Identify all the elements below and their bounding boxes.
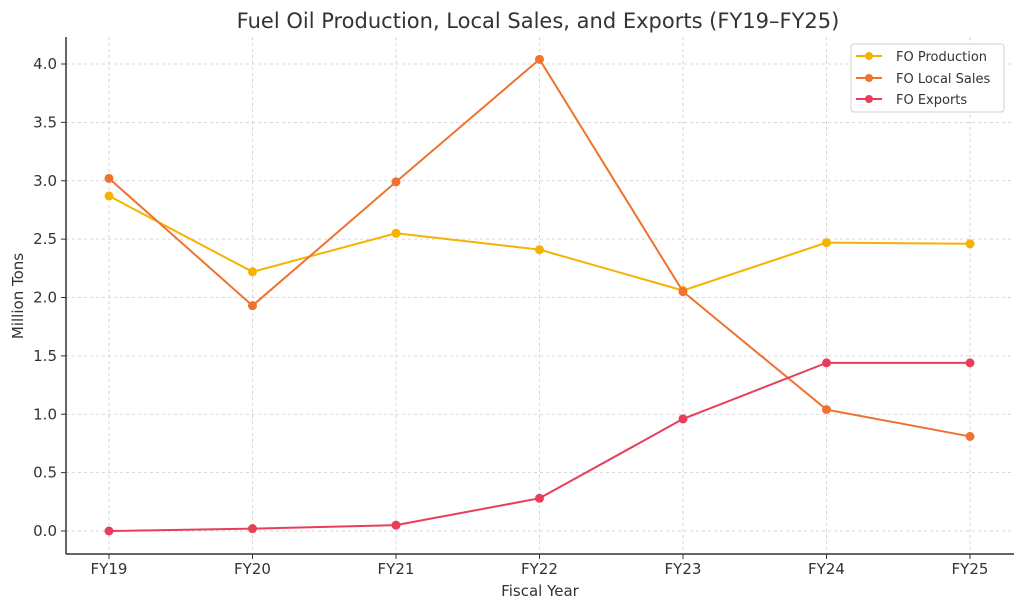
y-tick-label: 1.0	[33, 405, 57, 423]
legend-marker	[865, 52, 873, 60]
x-ticks: FY19 FY20 FY21 FY22 FY23 FY24 FY25	[91, 554, 989, 578]
data-point	[535, 245, 544, 255]
series-fo-exports	[104, 358, 975, 536]
x-tick-label: FY22	[521, 560, 558, 578]
x-axis-label: Fiscal Year	[501, 582, 579, 600]
legend-label: FO Exports	[896, 93, 967, 108]
data-point	[822, 358, 831, 368]
x-tick-label: FY19	[91, 560, 128, 578]
data-point	[391, 228, 401, 238]
data-point	[678, 414, 688, 424]
legend-item-local-sales: FO Local Sales	[856, 72, 990, 87]
x-tick-label: FY23	[665, 560, 702, 578]
y-tick-label: 4.0	[33, 55, 57, 73]
y-tick-label: 1.5	[33, 347, 57, 365]
y-tick-label: 2.5	[33, 230, 57, 248]
data-point	[822, 238, 831, 248]
y-tick-label: 2.0	[33, 289, 57, 307]
data-point	[391, 520, 401, 530]
data-point	[248, 301, 257, 311]
data-point	[104, 191, 114, 201]
y-tick-label: 3.0	[33, 172, 57, 190]
series-group	[104, 54, 975, 536]
data-point	[535, 493, 544, 503]
y-tick-label: 0.0	[33, 522, 57, 540]
data-point	[248, 524, 257, 534]
data-point	[822, 405, 831, 415]
legend: FO Production FO Local Sales FO Exports	[850, 43, 1005, 113]
x-tick-label: FY21	[378, 560, 415, 578]
data-point	[678, 287, 688, 297]
data-point	[104, 526, 114, 536]
data-point	[391, 177, 401, 187]
data-point	[104, 173, 114, 183]
legend-label: FO Production	[896, 50, 987, 65]
data-point	[248, 267, 257, 277]
chart-title: Fuel Oil Production, Local Sales, and Ex…	[237, 9, 840, 33]
grid	[66, 37, 1014, 554]
legend-label: FO Local Sales	[896, 72, 990, 87]
legend-marker	[865, 95, 873, 103]
data-point	[965, 431, 975, 441]
y-axis-label: Million Tons	[9, 253, 27, 339]
legend-item-production: FO Production	[856, 50, 987, 65]
y-tick-label: 3.5	[33, 113, 57, 131]
y-ticks: 0.0 0.5 1.0 1.5 2.0 2.5 3.0 3.5 4.0	[33, 55, 66, 540]
axes	[65, 37, 1014, 555]
data-point	[965, 239, 975, 249]
data-point	[535, 54, 544, 64]
y-tick-label: 0.5	[33, 464, 57, 482]
legend-box	[850, 43, 1005, 113]
x-tick-label: FY20	[234, 560, 271, 578]
series-fo-local-sales	[104, 54, 975, 441]
x-tick-label: FY24	[808, 560, 845, 578]
legend-marker	[865, 74, 873, 82]
x-tick-label: FY25	[952, 560, 989, 578]
legend-item-exports: FO Exports	[856, 93, 967, 108]
data-point	[965, 358, 975, 368]
